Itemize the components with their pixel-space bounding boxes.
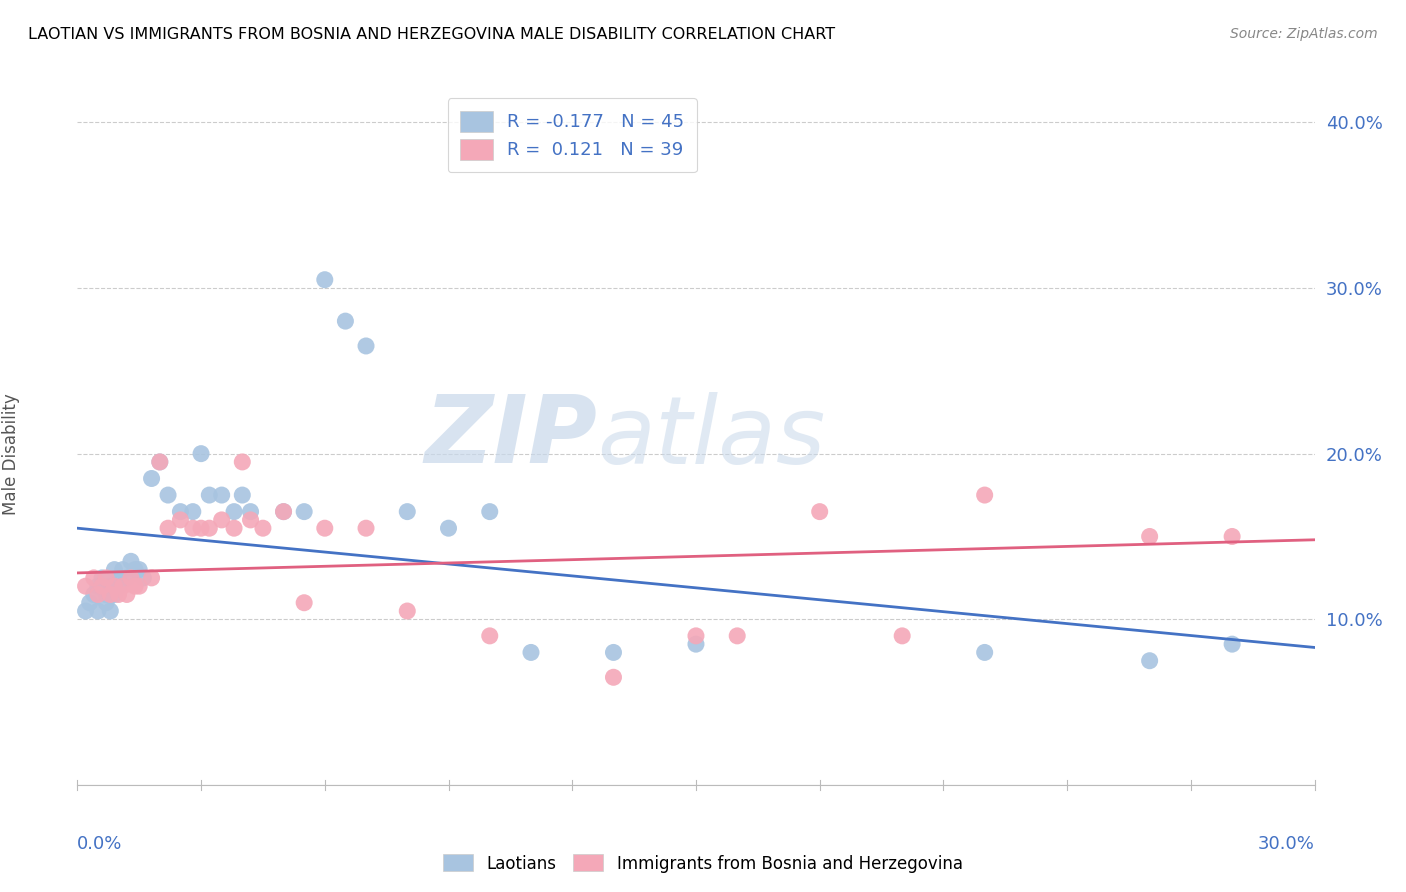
Point xyxy=(91,571,114,585)
Point xyxy=(111,563,134,577)
Point xyxy=(685,629,707,643)
Point xyxy=(120,571,142,585)
Point xyxy=(725,629,748,643)
Point xyxy=(181,521,204,535)
Point xyxy=(181,505,204,519)
Point xyxy=(141,471,163,485)
Point xyxy=(292,596,315,610)
Text: LAOTIAN VS IMMIGRANTS FROM BOSNIA AND HERZEGOVINA MALE DISABILITY CORRELATION CH: LAOTIAN VS IMMIGRANTS FROM BOSNIA AND HE… xyxy=(28,27,835,42)
Point xyxy=(128,563,150,577)
Point xyxy=(149,455,172,469)
Point xyxy=(96,571,118,585)
Point xyxy=(891,629,914,643)
Text: Male Disability: Male Disability xyxy=(3,392,20,515)
Point xyxy=(149,455,172,469)
Point xyxy=(120,554,142,568)
Point xyxy=(107,579,129,593)
Text: ZIP: ZIP xyxy=(425,391,598,483)
Point xyxy=(96,596,118,610)
Point xyxy=(252,521,274,535)
Text: atlas: atlas xyxy=(598,392,825,483)
Point xyxy=(335,314,357,328)
Point xyxy=(98,587,121,601)
Point xyxy=(169,505,191,519)
Legend: Laotians, Immigrants from Bosnia and Herzegovina: Laotians, Immigrants from Bosnia and Her… xyxy=(437,847,969,880)
Point xyxy=(211,488,233,502)
Point xyxy=(103,587,125,601)
Point xyxy=(75,604,97,618)
Point xyxy=(128,579,150,593)
Point xyxy=(98,604,121,618)
Point xyxy=(437,521,460,535)
Point xyxy=(157,521,180,535)
Point xyxy=(314,273,336,287)
Point xyxy=(1139,529,1161,543)
Point xyxy=(83,571,105,585)
Point xyxy=(87,579,110,593)
Point xyxy=(354,521,377,535)
Point xyxy=(520,645,543,659)
Point xyxy=(222,505,245,519)
Text: 0.0%: 0.0% xyxy=(77,835,122,853)
Point xyxy=(75,579,97,593)
Point xyxy=(239,505,262,519)
Point xyxy=(124,579,146,593)
Legend: R = -0.177   N = 45, R =  0.121   N = 39: R = -0.177 N = 45, R = 0.121 N = 39 xyxy=(447,98,697,172)
Point xyxy=(1220,529,1243,543)
Point xyxy=(111,579,134,593)
Point xyxy=(211,513,233,527)
Point xyxy=(314,521,336,535)
Point xyxy=(103,563,125,577)
Point xyxy=(602,670,624,684)
Point xyxy=(157,488,180,502)
Point xyxy=(91,579,114,593)
Point xyxy=(973,488,995,502)
Point xyxy=(103,579,125,593)
Point xyxy=(83,587,105,601)
Point xyxy=(87,604,110,618)
Point xyxy=(973,645,995,659)
Point xyxy=(198,521,221,535)
Point xyxy=(98,579,121,593)
Point xyxy=(231,455,253,469)
Point xyxy=(87,587,110,601)
Point xyxy=(808,505,831,519)
Point xyxy=(169,513,191,527)
Text: Source: ZipAtlas.com: Source: ZipAtlas.com xyxy=(1230,27,1378,41)
Point xyxy=(396,604,419,618)
Point xyxy=(354,339,377,353)
Point xyxy=(141,571,163,585)
Point xyxy=(292,505,315,519)
Point xyxy=(124,563,146,577)
Point xyxy=(273,505,295,519)
Point xyxy=(107,571,129,585)
Point xyxy=(79,596,101,610)
Point xyxy=(190,447,212,461)
Point xyxy=(198,488,221,502)
Point xyxy=(231,488,253,502)
Point xyxy=(1139,654,1161,668)
Point xyxy=(1220,637,1243,651)
Point xyxy=(115,571,138,585)
Point xyxy=(115,587,138,601)
Point xyxy=(685,637,707,651)
Point xyxy=(478,505,501,519)
Point xyxy=(96,587,118,601)
Point xyxy=(239,513,262,527)
Point xyxy=(222,521,245,535)
Text: 30.0%: 30.0% xyxy=(1258,835,1315,853)
Point xyxy=(478,629,501,643)
Point xyxy=(132,571,155,585)
Point xyxy=(273,505,295,519)
Point xyxy=(107,587,129,601)
Point xyxy=(396,505,419,519)
Point xyxy=(190,521,212,535)
Point xyxy=(602,645,624,659)
